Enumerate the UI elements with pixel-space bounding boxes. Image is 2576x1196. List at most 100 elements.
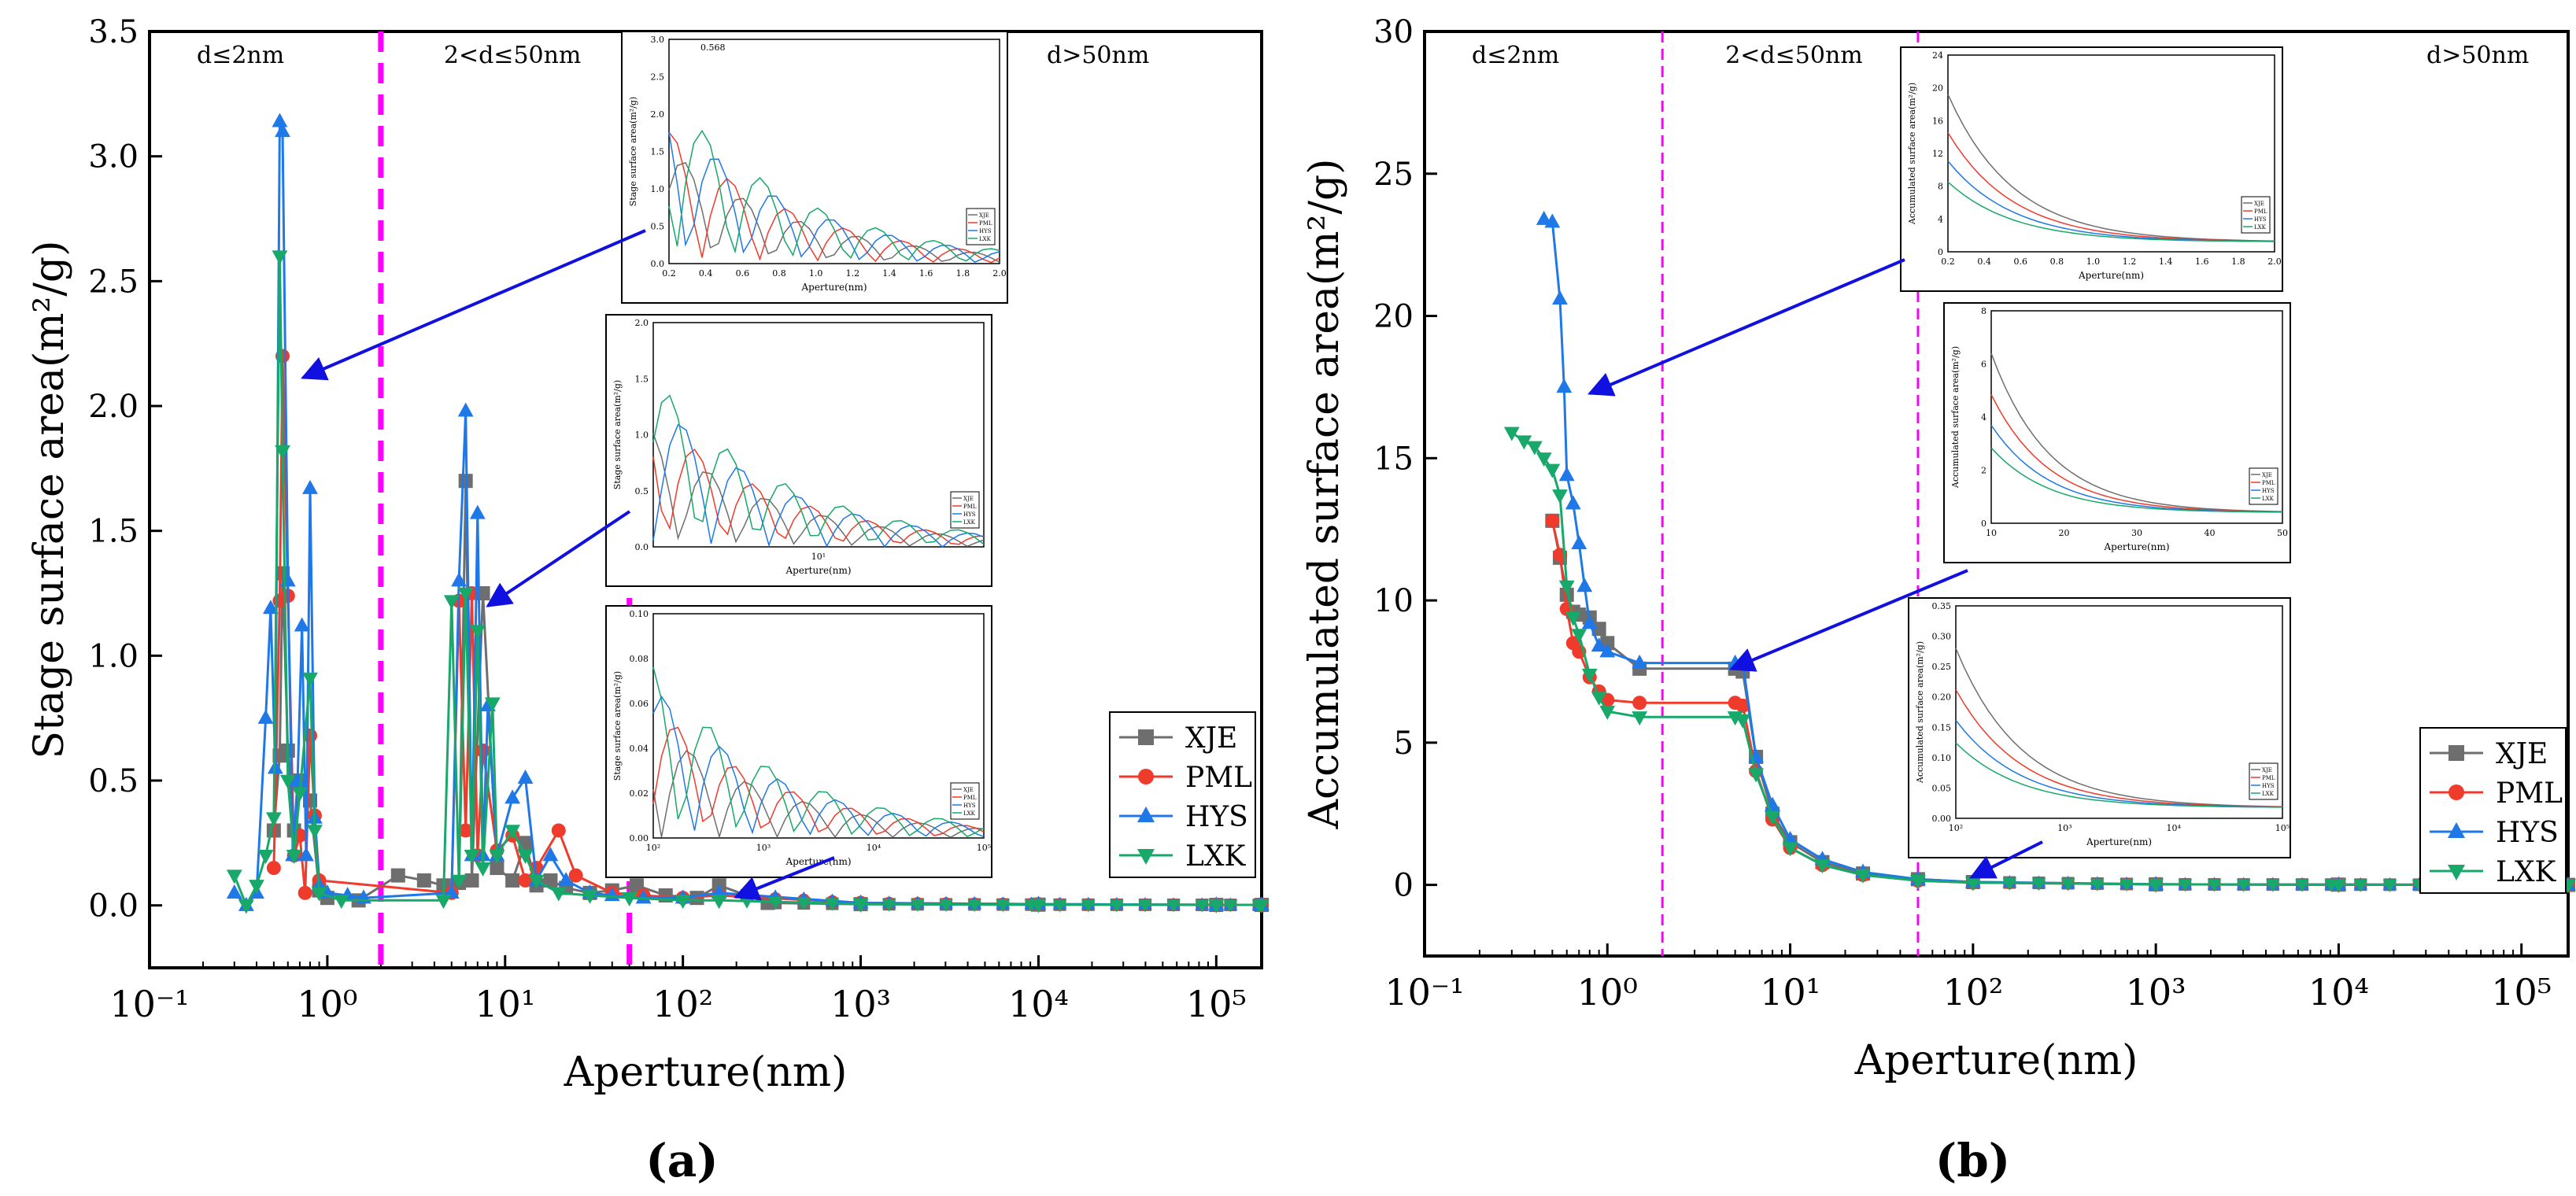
data-point [2324, 879, 2338, 892]
pointer-arrow [1587, 258, 1905, 397]
data-point [517, 770, 534, 784]
y-tick-label: 1.5 [88, 514, 139, 550]
inset-legend-label: HYS [2262, 488, 2275, 494]
x-tick-label: 10² [1942, 971, 2003, 1013]
x-tick-label: 10¹ [1760, 971, 1820, 1013]
data-point [528, 874, 545, 889]
data-point [504, 825, 521, 840]
inset-y-tick-label: 1.5 [635, 374, 649, 384]
inset-y-tick-label: 1.5 [651, 147, 665, 157]
data-point [505, 873, 520, 888]
data-point [475, 862, 491, 877]
inset-y-tick-label: 16 [1932, 116, 1943, 126]
data-point [550, 887, 567, 902]
inset-x-label: Aperture(nm) [2103, 541, 2169, 552]
inset-x-label: Aperture(nm) [800, 282, 867, 293]
inset-x-tick-label: 0.6 [736, 268, 750, 279]
inset-frame [1943, 302, 2291, 563]
data-point [2295, 879, 2309, 892]
inset-legend: XJE PML HYS LXK [2249, 467, 2278, 505]
data-point [416, 873, 431, 888]
data-point [262, 600, 279, 615]
inset-y-tick-label: 0.08 [630, 654, 649, 664]
inset-series-line [1955, 742, 2282, 808]
inset-series-line [1947, 94, 2275, 242]
data-point [1195, 899, 1210, 913]
inset-y-tick-label: 3.0 [651, 35, 665, 45]
data-point [768, 896, 782, 910]
data-point [443, 595, 460, 610]
data-point [1571, 629, 1587, 644]
inset-x-tick-label: 1.4 [882, 268, 896, 279]
inset-x-tick-label: 10² [1949, 823, 1963, 833]
data-point [2382, 879, 2397, 892]
inset-y-tick-label: 24 [1932, 50, 1943, 61]
data-point [2448, 822, 2465, 838]
inset-frame [605, 314, 992, 587]
inset-legend-label: HYS [963, 511, 976, 518]
data-point [2149, 879, 2163, 892]
data-point [1516, 435, 1532, 450]
y-tick-label: 1.0 [88, 638, 139, 674]
data-point [333, 895, 349, 910]
data-point [451, 874, 468, 889]
inset-y-tick-label: 0.05 [1932, 783, 1952, 793]
data-point [711, 895, 726, 908]
data-point [275, 123, 290, 138]
data-point [2353, 879, 2368, 892]
inset-x-tick-label: 1.2 [846, 268, 860, 279]
data-point [298, 885, 312, 900]
data-point [1782, 842, 1798, 857]
data-point [1591, 637, 1607, 652]
inset-series-line [652, 666, 985, 838]
data-point [582, 889, 598, 904]
y-axis-label: Stage surface area(m²/g) [26, 241, 73, 759]
inset-legend-label: PML [2254, 209, 2267, 215]
data-point [489, 850, 505, 864]
inset-1: 0 4 8 12 16 20 24 0.2 0.4 0.6 0.8 1.0 1.2 1.4 1.6 1.8 2.… [1900, 46, 2283, 292]
inset-1: 0.0 0.5 1.0 1.5 2.0 2.5 3.0 0.2 0.4 0.6 0.8 1.0 1.2 1… [621, 31, 1008, 304]
inset-y-tick-label: 8 [1938, 182, 1943, 192]
data-point [1552, 489, 1568, 504]
inset-series-line [652, 394, 985, 545]
data-point [558, 872, 575, 887]
inset-series-line [652, 750, 985, 840]
data-point [451, 572, 468, 587]
inset-x-tick-label: 1.4 [2159, 257, 2173, 267]
y-tick-label: 10 [1373, 583, 1414, 619]
inset-legend-label: HYS [979, 228, 992, 234]
inset-legend-label: HYS [2254, 216, 2267, 223]
inset-y-label: Accumulated surface area(m²/g) [1950, 346, 1961, 489]
legend-label: PML [1185, 762, 1252, 794]
pointer-arrow [1969, 840, 2043, 879]
data-point [939, 899, 953, 912]
data-point [469, 504, 486, 519]
data-point [825, 898, 840, 911]
inset-series-line [652, 695, 985, 838]
inset-legend-label: LXK [2262, 791, 2275, 797]
data-point [1765, 810, 1780, 825]
inset-series-line [1990, 353, 2283, 512]
inset-x-tick-label: 10³ [2057, 823, 2072, 833]
inset-y-tick-label: 0.10 [1932, 753, 1952, 763]
data-point [311, 887, 327, 902]
pointer-arrow [734, 856, 835, 901]
inset-x-tick-label: 2.0 [992, 268, 1007, 279]
inset-x-tick-label: 2.0 [2267, 257, 2282, 267]
data-point [1558, 580, 1575, 595]
data-point [1536, 452, 1552, 467]
data-point [1565, 495, 1581, 510]
x-tick-label: 10⁰ [297, 983, 357, 1025]
data-point [1632, 696, 1647, 711]
data-point [1137, 807, 1155, 822]
inset-y-tick-label: 20 [1932, 83, 1943, 94]
data-point [275, 445, 290, 460]
region-label: d>50nm [2426, 42, 2529, 69]
inset-y-tick-label: 0.25 [1932, 662, 1952, 672]
data-point [469, 625, 486, 640]
y-tick-label: 3.0 [88, 139, 139, 175]
data-point [1855, 869, 1871, 884]
